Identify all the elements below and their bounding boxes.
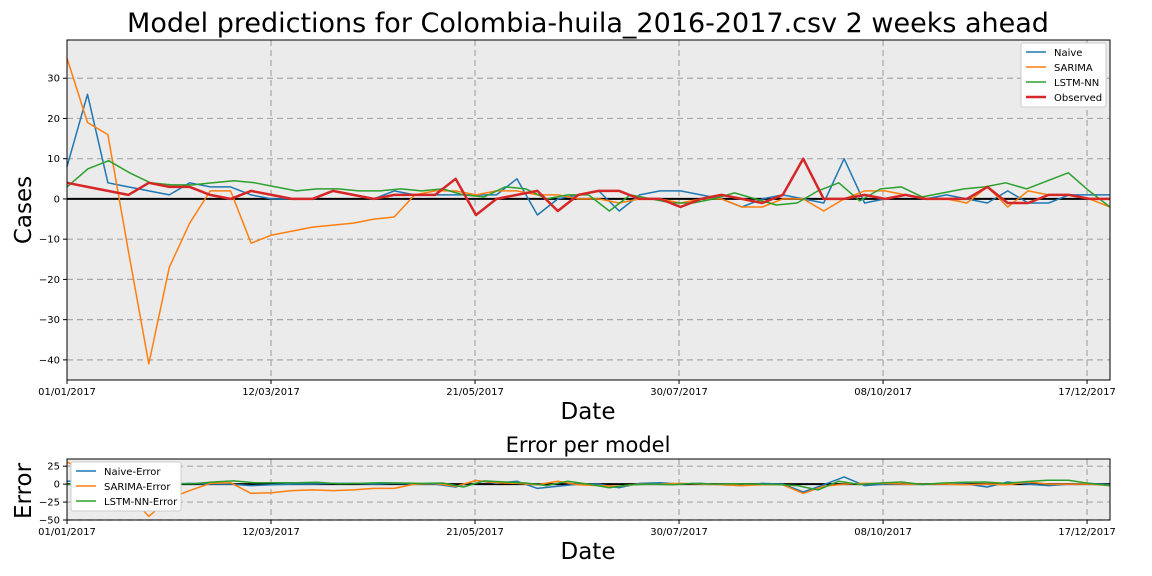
error-x-tick-label: 01/01/2017	[38, 527, 96, 538]
error-y-tick-label: −50	[39, 516, 60, 527]
main-legend-box	[1020, 42, 1107, 108]
main-series-lines	[66, 57, 1111, 365]
legend-observed-label: Observed	[1054, 93, 1102, 104]
error-x-tick-label: 12/03/2017	[242, 527, 300, 538]
legend-naive-error-label: Naive-Error	[104, 467, 161, 478]
error-y-tick-label: 0	[54, 480, 60, 491]
main-y-axis-ticks: 30 20 10 0 −10 −20 −30 −40	[39, 74, 67, 366]
error-series-lines	[66, 461, 1111, 518]
error-plot-area	[66, 458, 1111, 521]
error-plot-background	[67, 459, 1110, 520]
error-x-tick-label: 21/05/2017	[446, 527, 504, 538]
main-legend: Naive SARIMA LSTM-NN Observed	[1020, 42, 1107, 108]
main-y-tick-label: −20	[39, 275, 60, 286]
legend-naive-label: Naive	[1054, 48, 1082, 59]
main-y-tick-label: 30	[47, 74, 60, 85]
main-series-lstm-nn	[66, 159, 1111, 212]
main-plot-frame	[66, 39, 1111, 381]
main-plot-background	[67, 40, 1110, 380]
main-series-observed	[66, 157, 1110, 217]
main-x-tick-label: 08/10/2017	[854, 387, 912, 398]
error-y-axis-ticks: 25 0 −25 −50	[39, 462, 67, 527]
error-y-tick-label: −25	[39, 498, 60, 509]
legend-lstm-label: LSTM-NN	[1054, 78, 1099, 89]
main-y-axis-label: Cases	[11, 176, 37, 244]
main-y-tick-label: 20	[47, 114, 60, 125]
error-legend: Naive-Error SARIMA-Error LSTM-NN-Error	[70, 461, 182, 512]
main-x-axis-label: Date	[561, 399, 616, 425]
main-y-tick-label: −40	[39, 355, 60, 366]
error-plot-frame	[66, 458, 1111, 521]
main-x-tick-label: 30/07/2017	[650, 387, 708, 398]
error-x-tick-label: 08/10/2017	[854, 527, 912, 538]
legend-sarima-error-label: SARIMA-Error	[104, 482, 171, 493]
error-x-axis-label: Date	[561, 539, 616, 565]
main-y-tick-label: −30	[39, 315, 60, 326]
main-x-tick-label: 21/05/2017	[446, 387, 504, 398]
error-x-axis-ticks: 01/01/2017 12/03/2017 21/05/2017 30/07/2017…	[38, 520, 1116, 538]
main-x-tick-label: 01/01/2017	[38, 387, 96, 398]
main-x-tick-label: 12/03/2017	[242, 387, 300, 398]
legend-sarima-label: SARIMA	[1054, 63, 1093, 74]
error-x-tick-label: 30/07/2017	[650, 527, 708, 538]
error-chart-title: Error per model	[506, 433, 671, 457]
error-y-tick-label: 25	[47, 462, 60, 473]
error-legend-box	[70, 461, 182, 512]
main-x-axis-ticks: 01/01/2017 12/03/2017 21/05/2017 30/07/2017…	[38, 380, 1116, 398]
error-x-tick-label: 17/12/2017	[1058, 527, 1116, 538]
main-plot-area	[66, 39, 1111, 381]
main-y-tick-label: 10	[47, 154, 60, 165]
error-y-axis-label: Error	[11, 462, 37, 519]
legend-lstm-error-label: LSTM-NN-Error	[104, 497, 178, 508]
error-series-lstm-nn-error	[66, 477, 1111, 491]
main-x-tick-label: 17/12/2017	[1058, 387, 1116, 398]
main-y-tick-label: 0	[54, 194, 60, 205]
main-chart-title: Model predictions for Colombia-huila_201…	[127, 8, 1049, 39]
main-y-tick-label: −10	[39, 235, 60, 246]
